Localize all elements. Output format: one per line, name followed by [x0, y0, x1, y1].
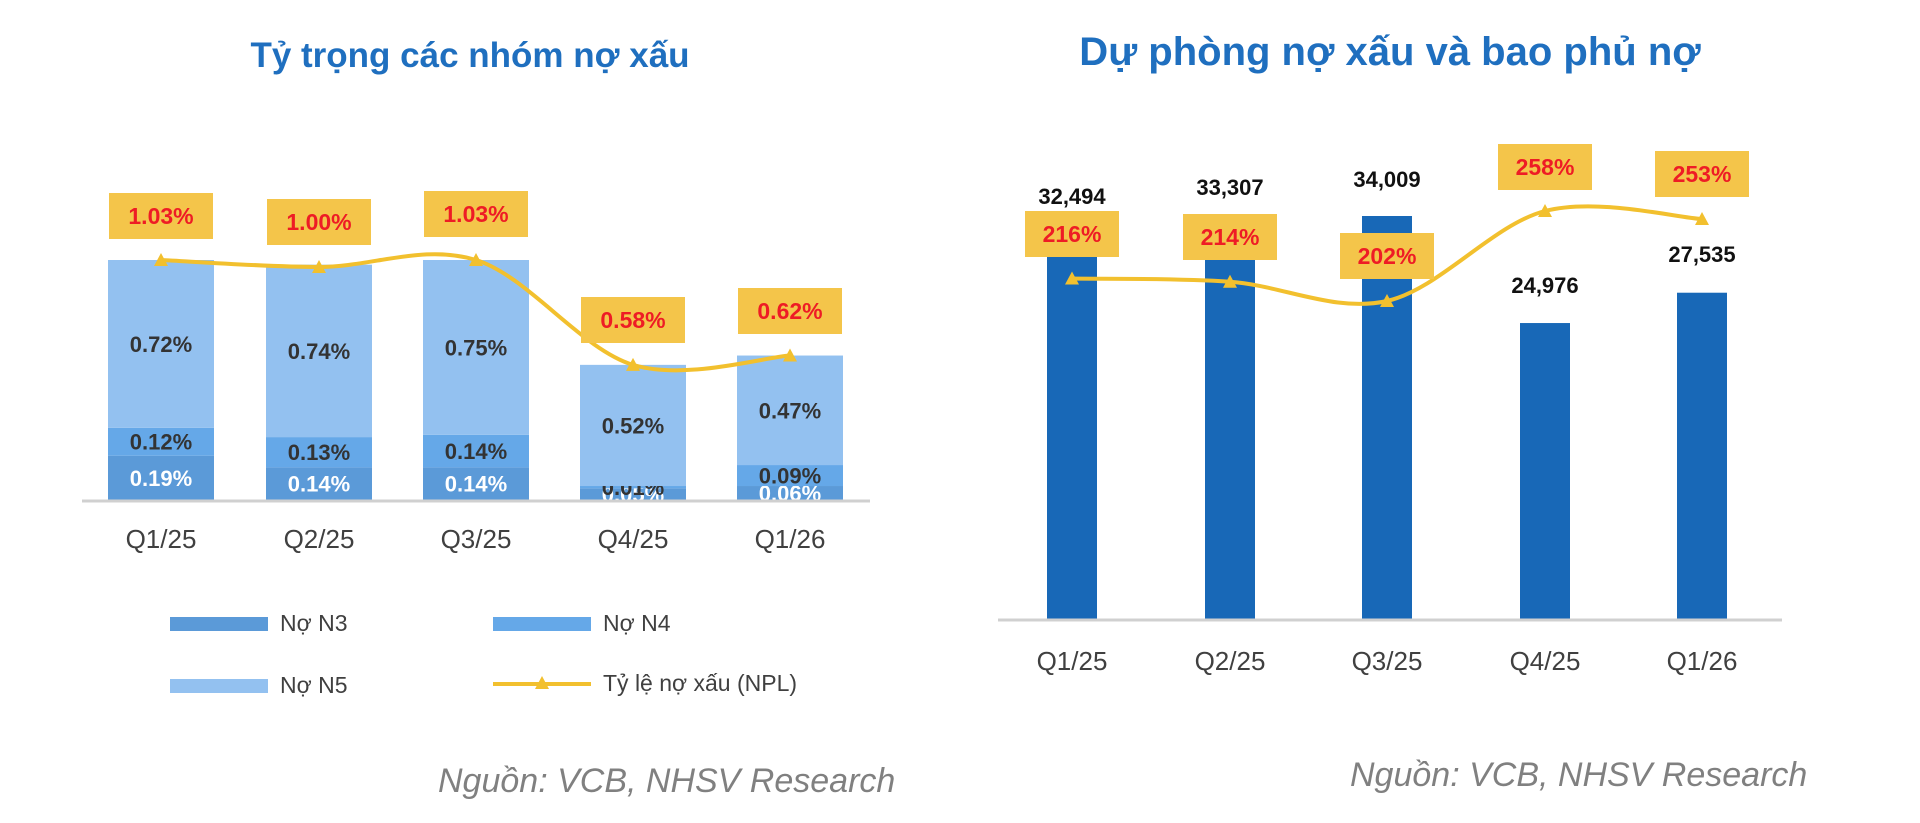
coverage-label-Q3/25: 202%: [1358, 243, 1417, 269]
bar-segment-n4-Q4/25: [580, 486, 686, 489]
bar-segment-n4-Q1/25: [108, 427, 214, 456]
bar-segment-n5-Q4/25: [580, 364, 686, 487]
bar-segment-n3-Q4/25: [580, 488, 686, 500]
npl-marker-Q3/25: [469, 253, 483, 266]
npl-composition-chart: 0.19% 0.12% 0.72% Q1/25 0.14% 0.13% 0.74% Q2/25…: [82, 191, 870, 554]
right-chart-title: Dự phòng nợ xấu và bao phủ nợ: [1079, 30, 1701, 74]
coverage-marker-Q1/25: [1065, 271, 1079, 285]
provision-label-Q3/25: 34,009: [1353, 167, 1420, 192]
coverage-label-Q4/25-box: [1498, 144, 1592, 190]
x-tick-Q2/25: Q2/25: [284, 524, 355, 554]
bar-segment-n4-Q2/25: [266, 437, 372, 468]
provision-label-Q1/25: 32,494: [1038, 184, 1106, 209]
bar-segment-n5-Q2/25: [266, 264, 372, 438]
provision-bar-Q1/25: [1047, 233, 1097, 619]
provision-coverage-chart: 32,494 Q1/25 33,307 Q2/25 34,009 Q3/25 24,976 Q…: [998, 144, 1782, 676]
npl-marker-Q2/25: [312, 259, 326, 273]
npl-label-Q4/25: 0.58%: [600, 307, 665, 333]
npl-label-Q1/25-box: [109, 193, 213, 239]
npl-label-Q1/25: 1.03%: [128, 203, 193, 229]
left-source-note: Nguồn: VCB, NHSV Research: [438, 762, 896, 800]
data-label-n4-Q1/25: 0.12%: [130, 430, 192, 455]
left-chart-title: Tỷ trọng các nhóm nợ xấu: [250, 36, 690, 75]
npl-label-Q1/26: 0.62%: [757, 298, 822, 324]
coverage-label-Q4/25: 258%: [1516, 154, 1575, 180]
x-tick-Q1/26: Q1/26: [1667, 646, 1738, 676]
bar-segment-n5-Q3/25: [423, 260, 529, 435]
x-tick-Q1/25: Q1/25: [1037, 646, 1108, 676]
npl-label-Q2/25: 1.00%: [286, 209, 351, 235]
data-label-n5-Q1/26: 0.47%: [759, 398, 821, 423]
data-label-n3-Q1/25: 0.19%: [130, 466, 192, 491]
coverage-label-Q2/25-box: [1183, 214, 1277, 260]
data-label-n5-Q1/25: 0.72%: [130, 332, 192, 357]
npl-label-Q3/25-box: [424, 191, 528, 237]
coverage-marker-Q3/25: [1380, 294, 1394, 307]
bar-segment-n5-Q1/26: [737, 355, 843, 466]
npl-marker-Q4/25: [626, 357, 640, 371]
provision-bar-Q2/25: [1205, 224, 1255, 620]
coverage-label-Q1/26: 253%: [1673, 161, 1732, 187]
data-label-n4-Q3/25: 0.14%: [445, 439, 507, 464]
data-label-n3-Q3/25: 0.14%: [445, 472, 507, 497]
x-tick-Q4/25: Q4/25: [598, 524, 669, 554]
bar-segment-n3-Q2/25: [266, 467, 372, 500]
provision-label-Q1/26: 27,535: [1668, 242, 1735, 267]
x-tick-Q4/25: Q4/25: [1510, 646, 1581, 676]
coverage-label-Q1/25-box: [1025, 211, 1119, 257]
right-source-note: Nguồn: VCB, NHSV Research: [1350, 756, 1808, 794]
provision-label-Q4/25: 24,976: [1511, 273, 1578, 298]
data-label-n4-Q1/26: 0.09%: [759, 464, 821, 489]
provision-bar-Q3/25: [1362, 216, 1412, 619]
bar-segment-n4-Q1/26: [737, 465, 843, 487]
bar-segment-n5-Q1/25: [108, 260, 214, 428]
coverage-marker-Q1/26: [1695, 212, 1709, 226]
x-tick-Q1/25: Q1/25: [126, 524, 197, 554]
data-label-n5-Q4/25: 0.52%: [602, 413, 664, 438]
bar-segment-n4-Q3/25: [423, 434, 529, 468]
data-label-n4-Q2/25: 0.13%: [288, 440, 350, 465]
npl-label-Q2/25-box: [267, 199, 371, 245]
npl-label-Q3/25: 1.03%: [443, 201, 508, 227]
data-label-n3-Q2/25: 0.14%: [288, 472, 350, 497]
provision-bar-Q4/25: [1520, 323, 1570, 619]
bar-segment-n3-Q3/25: [423, 467, 529, 500]
npl-marker-Q1/26: [783, 348, 797, 362]
bar-segment-n3-Q1/25: [108, 455, 214, 500]
data-label-n5-Q3/25: 0.75%: [445, 335, 507, 360]
npl-label-Q1/26-box: [738, 288, 842, 334]
npl-label-Q4/25-box: [581, 297, 685, 343]
coverage-label-Q2/25: 214%: [1201, 224, 1260, 250]
data-label-n5-Q2/25: 0.74%: [288, 339, 350, 364]
x-tick-Q3/25: Q3/25: [1352, 646, 1423, 676]
bar-segment-n3-Q1/26: [737, 486, 843, 500]
coverage-label-Q1/26-box: [1655, 151, 1749, 197]
x-tick-Q2/25: Q2/25: [1195, 646, 1266, 676]
x-tick-Q1/26: Q1/26: [755, 524, 826, 554]
coverage-label-Q3/25-box: [1340, 233, 1434, 279]
npl-marker-Q1/25: [154, 253, 168, 266]
provision-coverage-panel: Dự phòng nợ xấu và bao phủ nợ 32,494 Q1/2…: [960, 0, 1920, 823]
npl-composition-panel: Tỷ trọng các nhóm nợ xấu 0.19% 0.12% 0.72%…: [82, 36, 896, 800]
provision-label-Q2/25: 33,307: [1196, 175, 1263, 200]
x-tick-Q3/25: Q3/25: [441, 524, 512, 554]
coverage-label-Q1/25: 216%: [1043, 221, 1102, 247]
provision-bar-Q1/26: [1677, 292, 1727, 619]
coverage-marker-Q2/25: [1223, 274, 1237, 288]
coverage-marker-Q4/25: [1538, 204, 1552, 217]
